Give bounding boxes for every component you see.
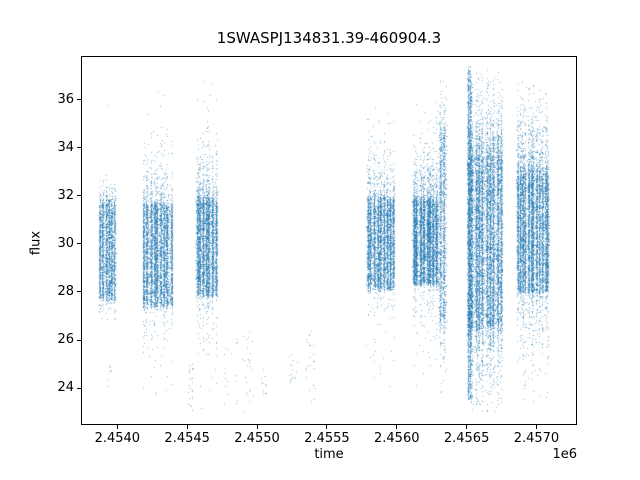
x-tick-label: 2.4555 bbox=[304, 431, 350, 446]
y-tick-label: 32 bbox=[57, 187, 74, 203]
x-tick-label: 2.4565 bbox=[443, 431, 490, 446]
y-tick-label: 28 bbox=[57, 283, 74, 299]
x-tick-mark bbox=[466, 425, 468, 429]
x-tick-label: 2.4560 bbox=[374, 431, 420, 446]
y-tick-mark bbox=[77, 339, 81, 341]
scatter-points-canvas bbox=[82, 57, 576, 424]
y-tick-mark bbox=[77, 291, 81, 293]
y-tick-label: 34 bbox=[57, 139, 74, 155]
y-tick-label: 30 bbox=[57, 235, 74, 251]
x-tick-mark bbox=[535, 425, 537, 429]
x-axis-offset-label: 1e6 bbox=[552, 447, 577, 462]
x-tick-mark bbox=[186, 425, 188, 429]
x-tick-mark bbox=[256, 425, 258, 429]
x-tick-mark bbox=[116, 425, 118, 429]
plot-area bbox=[81, 56, 577, 425]
y-tick-label: 24 bbox=[57, 380, 74, 396]
y-tick-mark bbox=[77, 99, 81, 101]
y-tick-mark bbox=[77, 387, 81, 389]
x-tick-mark bbox=[326, 425, 328, 429]
x-tick-label: 2.4545 bbox=[164, 431, 210, 446]
y-tick-label: 36 bbox=[57, 91, 74, 107]
x-axis-label: time bbox=[314, 447, 344, 462]
x-tick-label: 2.4540 bbox=[94, 431, 141, 446]
y-tick-mark bbox=[77, 195, 81, 197]
y-tick-mark bbox=[77, 243, 81, 245]
chart-title: 1SWASPJ134831.39-460904.3 bbox=[216, 29, 442, 47]
y-tick-label: 26 bbox=[57, 332, 74, 347]
x-tick-mark bbox=[396, 425, 398, 429]
y-tick-mark bbox=[77, 147, 81, 149]
x-tick-label: 2.4570 bbox=[513, 431, 560, 446]
y-axis-label: flux bbox=[28, 230, 44, 256]
x-tick-label: 2.4550 bbox=[234, 431, 280, 446]
